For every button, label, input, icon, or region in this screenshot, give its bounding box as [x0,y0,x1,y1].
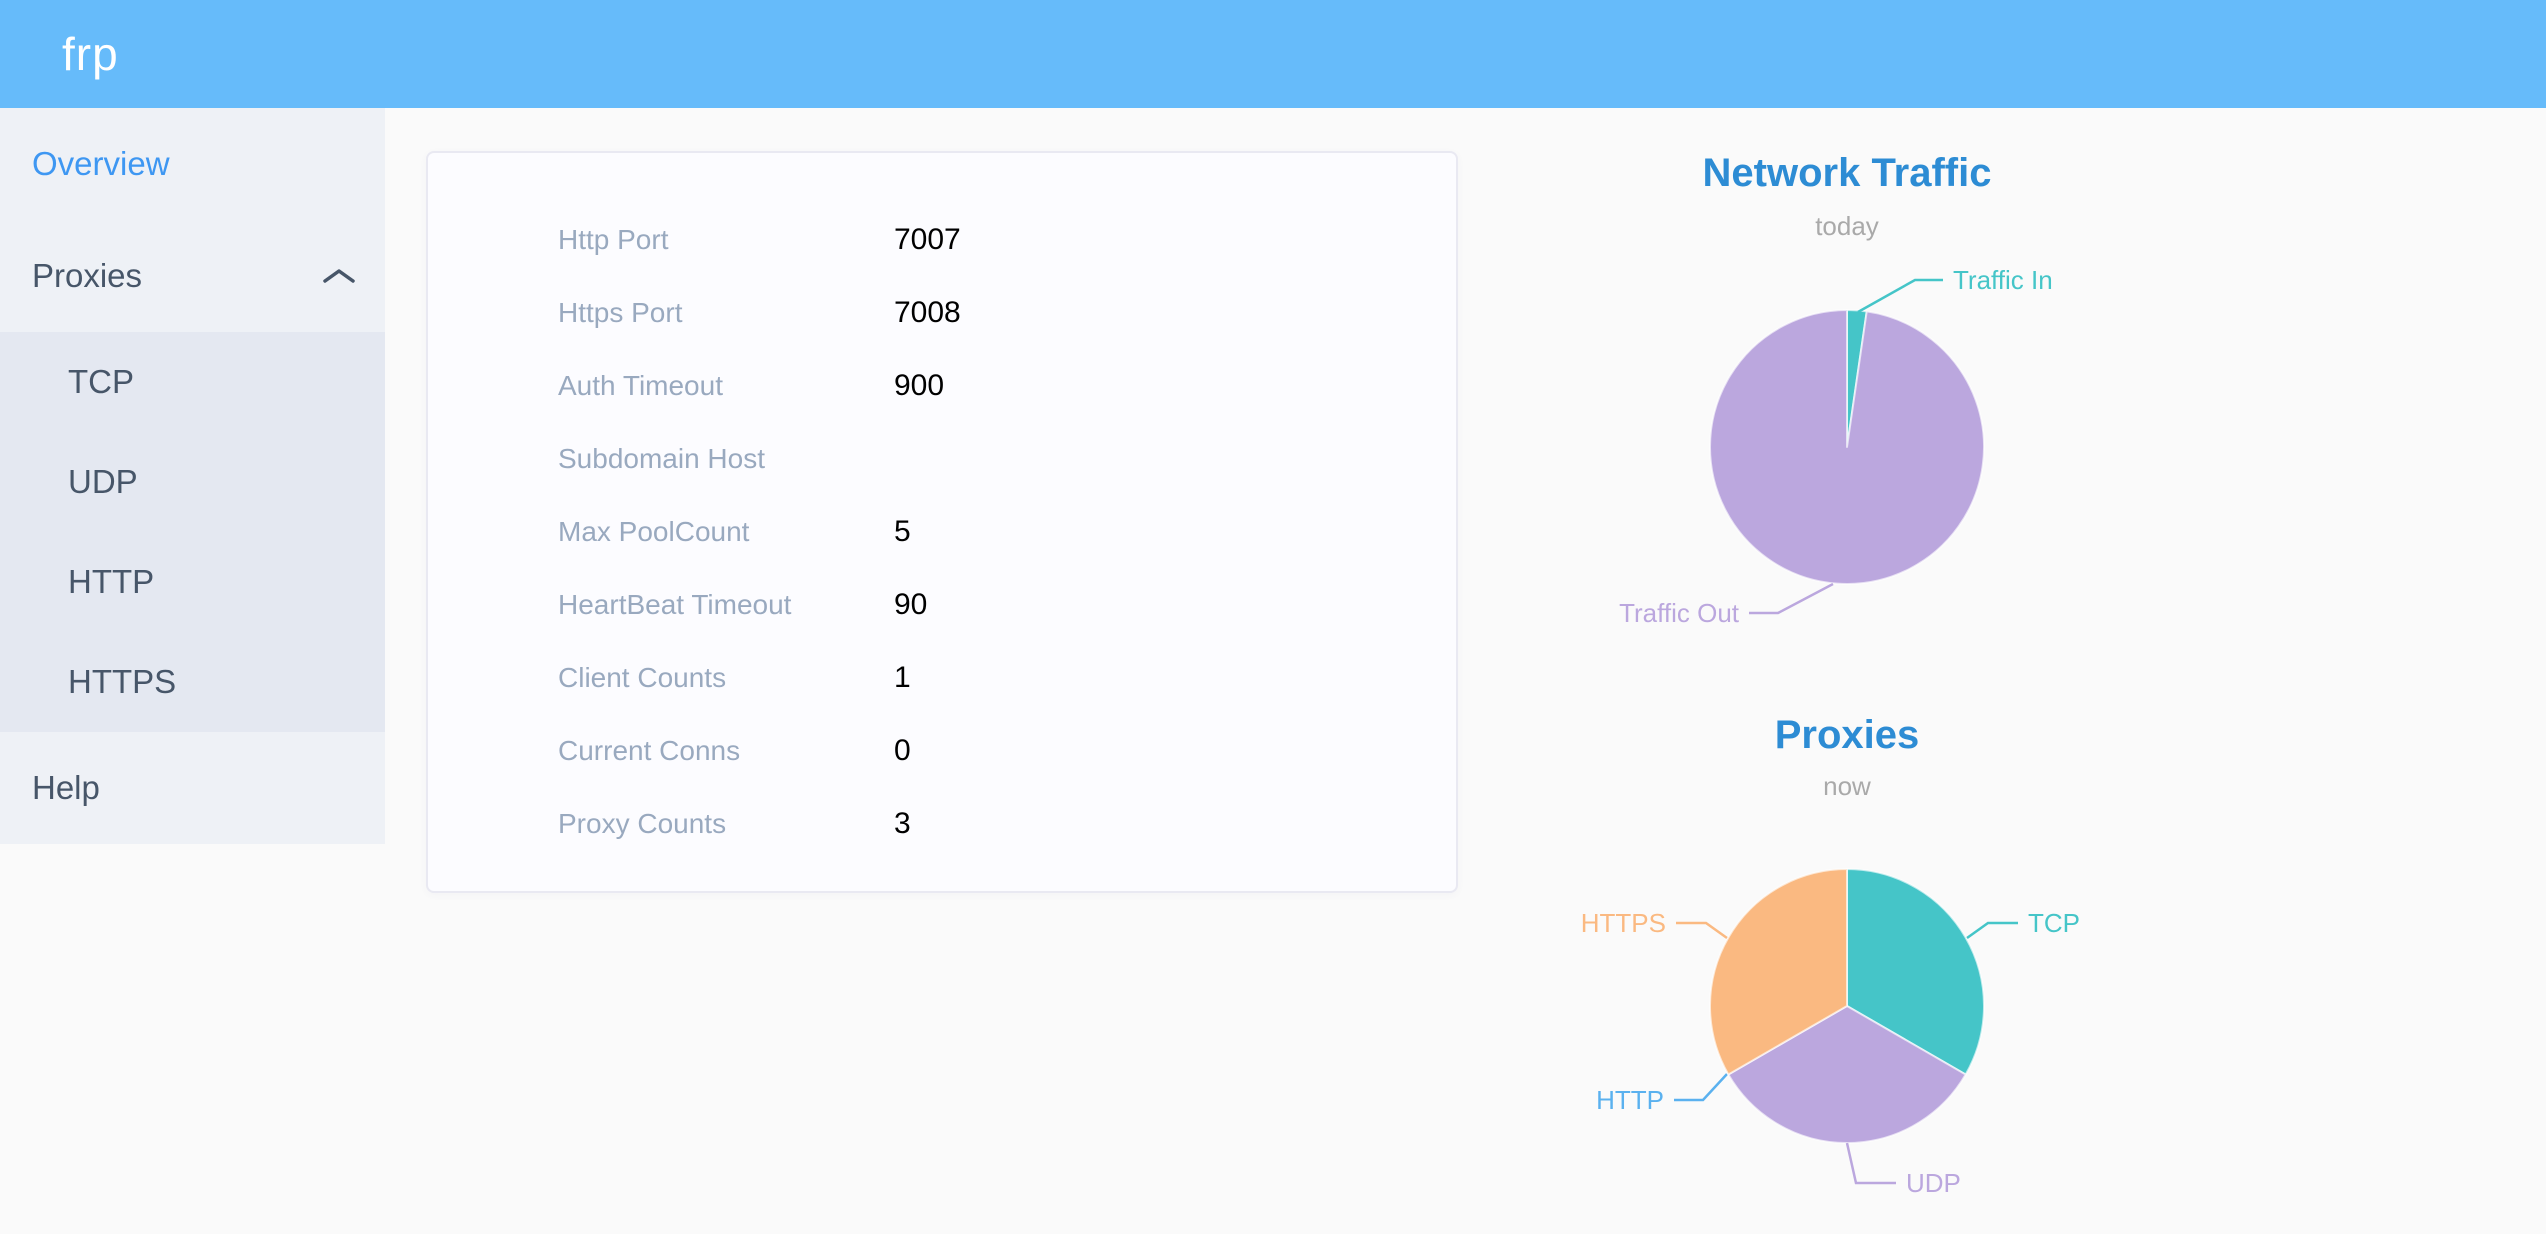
info-label: Proxy Counts [558,807,727,839]
info-row-subdomain-host: Subdomain Host [428,422,1456,495]
frp-logo: frp [62,28,119,80]
sidebar-item-label: HTTP [68,563,155,600]
pie-slice-https[interactable] [1709,868,1848,1076]
app-header: frp [0,0,2546,108]
info-label: Client Counts [558,661,727,693]
proxies-pie-chart: TCP UDP HTTP HTTPS [1581,868,2080,1198]
pie-label-https: HTTPS [1581,908,1666,938]
sidebar-item-overview[interactable]: Overview [0,108,385,220]
pie-label-udp: UDP [1906,1168,1961,1198]
sidebar-item-http[interactable]: HTTP [0,532,385,632]
proxies-chart-subtitle: now [1823,771,1871,801]
info-row-client-counts: Client Counts 1 [428,641,1456,714]
info-row-current-conns: Current Conns 0 [428,714,1456,787]
info-value: 900 [894,368,945,402]
pie-label-line [1674,1073,1728,1102]
pie-label-line [1676,921,1728,940]
sidebar-item-udp[interactable]: UDP [0,432,385,532]
sidebar-item-label: TCP [68,363,134,400]
info-label: Max PoolCount [558,515,750,547]
proxies-chart-title: Proxies [1774,713,1920,757]
info-row-proxy-counts: Proxy Counts 3 [428,787,1456,860]
pie-label-http: HTTP [1596,1085,1664,1115]
info-value: 3 [894,806,911,840]
sidebar-item-tcp[interactable]: TCP [0,332,385,432]
pie-label-traffic-out: Traffic Out [1619,598,1740,628]
info-row-https-port: Https Port 7008 [428,276,1456,349]
pie-label-line [1857,278,1943,314]
proxies-submenu: TCP UDP HTTP HTTPS [0,332,385,732]
sidebar-item-help[interactable]: Help [0,732,385,844]
pie-slice-tcp[interactable] [1846,868,1985,1076]
sidebar-item-proxies[interactable]: Proxies [0,220,385,332]
info-value: 7008 [894,295,961,329]
server-info-card: Http Port 7007 Https Port 7008 Auth Time… [426,151,1458,893]
info-label: HeartBeat Timeout [558,588,792,620]
info-label: Http Port [558,223,669,255]
network-traffic-chart-subtitle: today [1815,211,1879,241]
info-value: 1 [894,660,911,694]
pie-label-tcp: TCP [2028,908,2080,938]
info-label: Auth Timeout [558,369,723,401]
info-label: Https Port [558,296,683,328]
pie-label-traffic-in: Traffic In [1953,265,2053,295]
pie-label-line [1845,1142,1896,1185]
sidebar-item-label: HTTPS [68,663,177,700]
info-value: 90 [894,587,928,621]
chevron-up-icon [323,269,355,283]
info-value: 7007 [894,222,961,256]
pie-label-line [1749,582,1834,615]
sidebar-item-label: Help [32,769,100,806]
info-value: 5 [894,514,911,548]
sidebar-item-label: Proxies [32,257,143,294]
info-row-http-port: Http Port 7007 [428,203,1456,276]
info-value: 0 [894,733,911,767]
info-label: Subdomain Host [558,442,766,474]
info-row-max-poolcount: Max PoolCount 5 [428,495,1456,568]
sidebar-menu: Overview Proxies TCP UDP HTTP HTTPS Help [0,108,385,844]
sidebar-item-label: UDP [68,463,138,500]
info-row-heartbeat-timeout: HeartBeat Timeout 90 [428,568,1456,641]
info-label: Current Conns [558,734,741,766]
sidebar-item-https[interactable]: HTTPS [0,632,385,732]
sidebar-item-label: Overview [32,145,170,182]
info-row-auth-timeout: Auth Timeout 900 [428,349,1456,422]
network-traffic-pie-chart: Traffic In Traffic Out [1619,265,2053,628]
pie-label-line [1966,921,2018,940]
network-traffic-chart-title: Network Traffic [1702,151,1992,195]
pie-slice-traffic-out[interactable] [1709,309,1985,585]
